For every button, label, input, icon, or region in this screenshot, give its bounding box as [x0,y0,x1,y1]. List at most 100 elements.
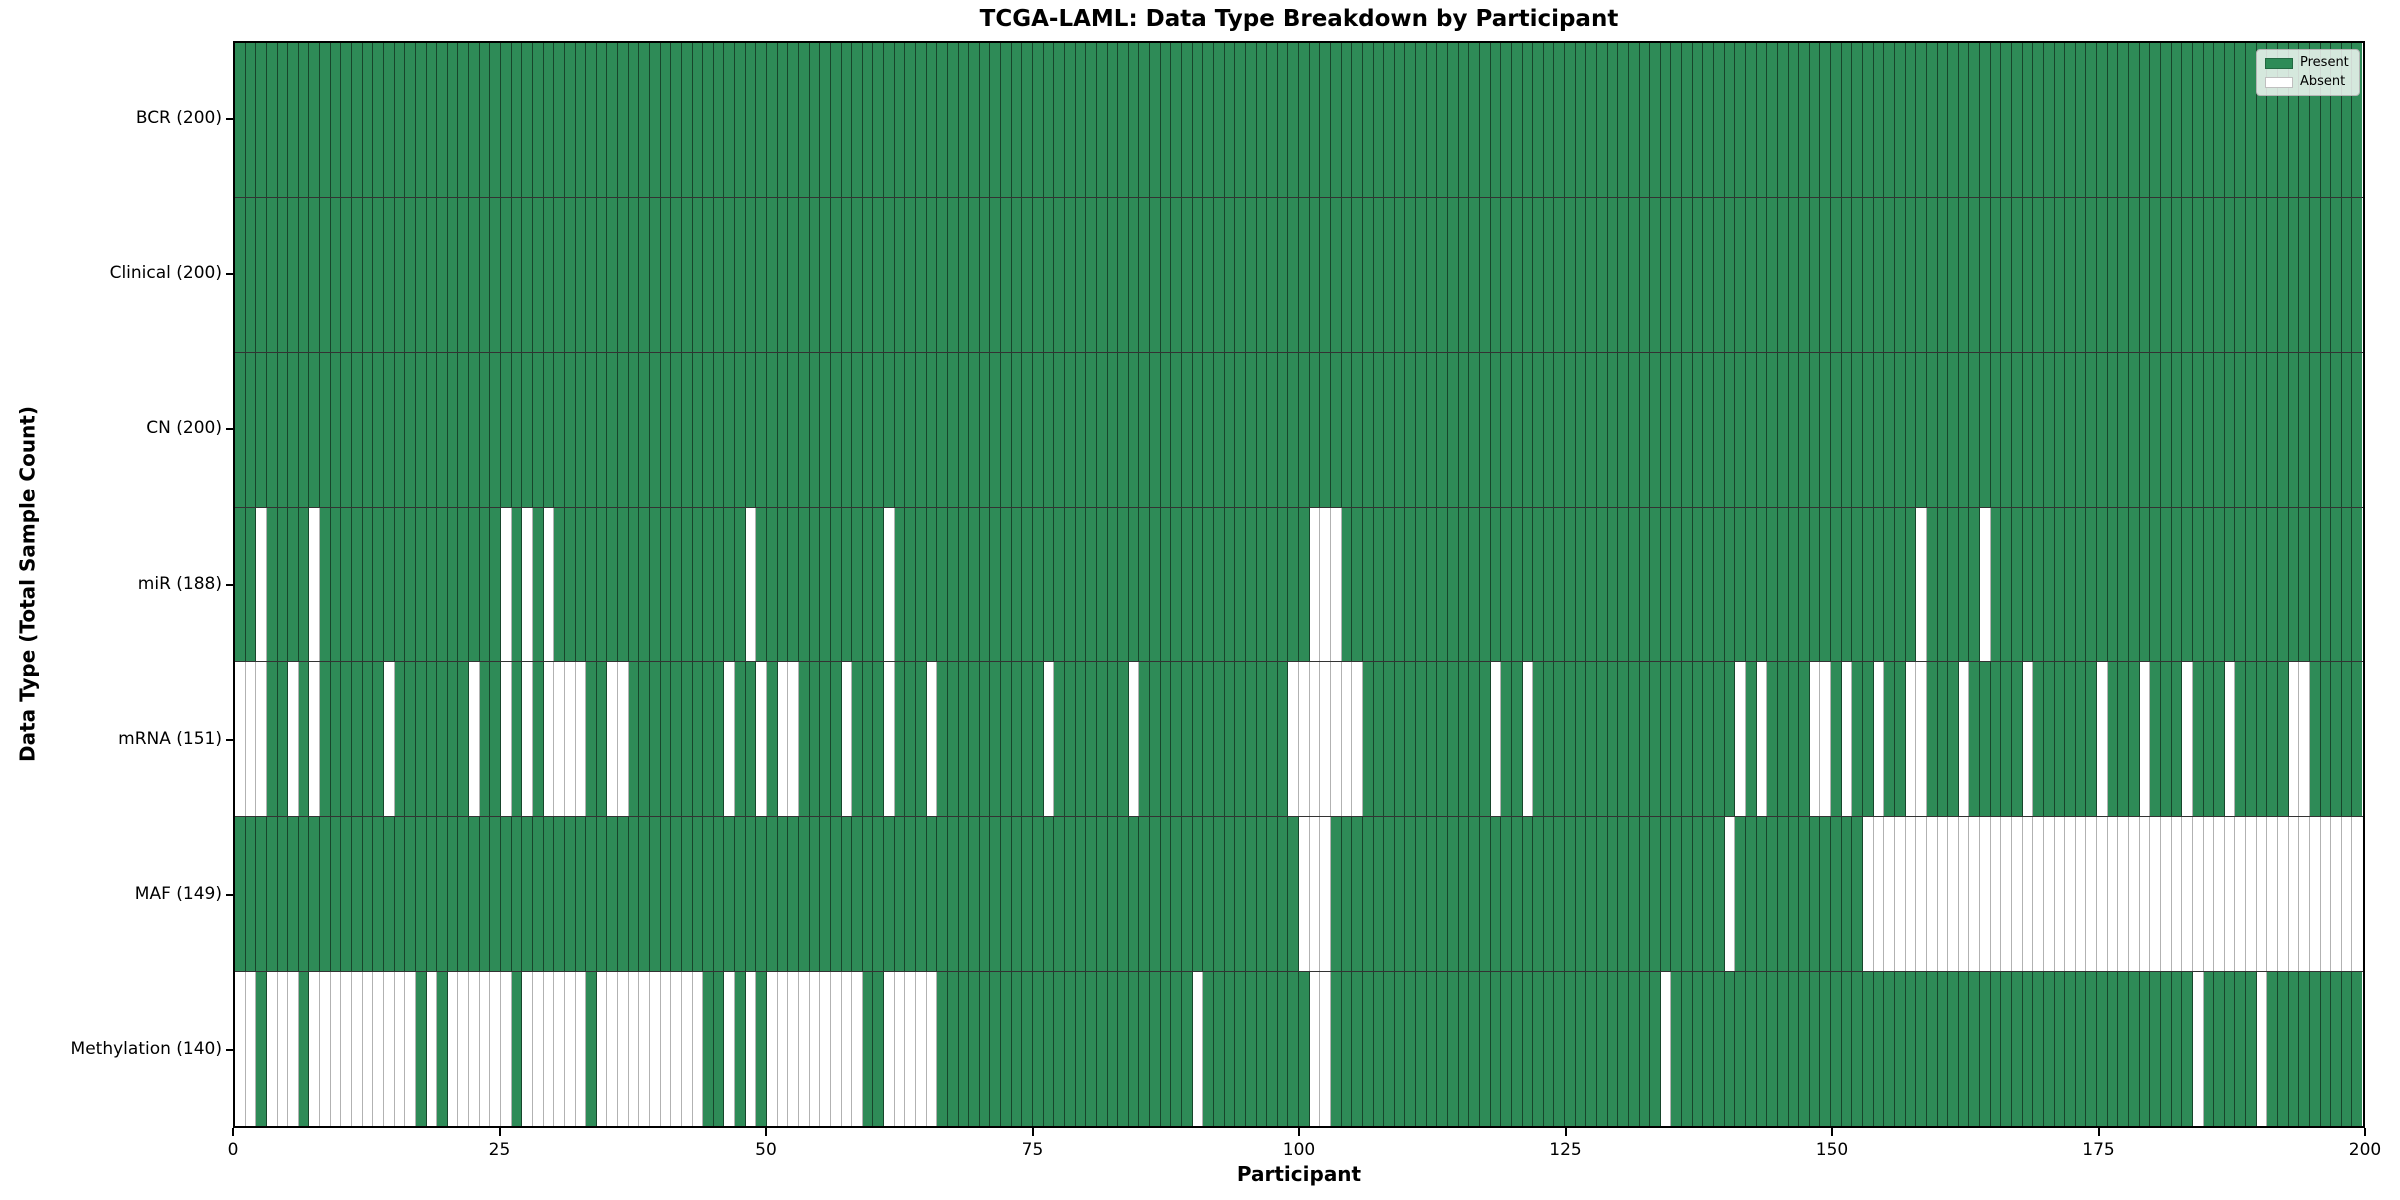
heatmap-cell [1128,507,1140,662]
heatmap-cell [383,972,395,1127]
y-tick-label: Methylation (140) [70,1039,222,1060]
heatmap-cell [2075,43,2087,197]
heatmap-cell [1033,352,1044,507]
heatmap-cell [564,817,576,972]
heatmap-cell [437,197,448,352]
heatmap-cell [362,352,374,507]
heatmap-cell [1863,817,1874,972]
heatmap-cell [862,197,874,352]
heatmap-cell [1724,817,1736,972]
heatmap-cell [1820,662,1832,817]
heatmap-cell [947,197,959,352]
heatmap-cell [1096,197,1108,352]
heatmap-cell [2192,197,2204,352]
heatmap-cell [554,43,565,197]
heatmap-row-mrna [235,662,2363,818]
heatmap-cell [1852,817,1864,972]
heatmap-cell [1660,662,1672,817]
heatmap-cell [447,197,459,352]
heatmap-cell [852,352,863,507]
heatmap-cell [309,662,321,817]
heatmap-cell [1362,507,1374,662]
heatmap-cell [969,43,980,197]
heatmap-cell [2065,972,2076,1127]
heatmap-cell [1735,197,1746,352]
heatmap-cell [1894,817,1906,972]
heatmap-cell [1831,507,1842,662]
heatmap-cell [575,197,587,352]
heatmap-cell [1022,817,1034,972]
heatmap-cell [1522,817,1534,972]
heatmap-cell [2214,352,2225,507]
heatmap-cell [1448,43,1459,197]
heatmap-cell [958,507,970,662]
heatmap-cell [352,352,363,507]
heatmap-cell [1011,507,1023,662]
heatmap-cell [2043,43,2055,197]
heatmap-cell [2171,662,2183,817]
heatmap-cell [618,507,629,662]
heatmap-cell [2139,43,2151,197]
heatmap-cell [2054,507,2066,662]
heatmap-cell [1735,662,1746,817]
heatmap-cell [1575,662,1587,817]
heatmap-cell [1405,507,1417,662]
heatmap-cell [2118,507,2130,662]
heatmap-cell [1841,662,1853,817]
heatmap-cell [1458,507,1470,662]
heatmap-cell [1033,507,1044,662]
heatmap-cell [1628,972,1640,1127]
heatmap-cell [1767,352,1778,507]
heatmap-cell [373,972,384,1127]
heatmap-cell [745,662,757,817]
heatmap-cell [288,43,299,197]
heatmap-row-mir [235,507,2363,663]
heatmap-cell [979,972,991,1127]
heatmap-cell [1490,507,1502,662]
heatmap-cell [394,197,406,352]
heatmap-cell [1309,352,1321,507]
heatmap-cell [2033,43,2044,197]
heatmap-cell [1171,662,1183,817]
heatmap-cell [990,43,1002,197]
heatmap-cell [2203,43,2215,197]
heatmap-cell [266,352,278,507]
heatmap-cell [916,972,927,1127]
heatmap-cell [1107,972,1119,1127]
heatmap-cell [586,507,597,662]
heatmap-cell [1628,43,1640,197]
heatmap-cell [1916,817,1927,972]
heatmap-cell [1043,43,1055,197]
heatmap-cell [628,43,640,197]
heatmap-cell [1479,817,1491,972]
heatmap-cell [788,197,799,352]
heatmap-cell [1203,972,1214,1127]
heatmap-cell [947,817,959,972]
heatmap-cell [1235,43,1246,197]
heatmap-cell [2309,507,2321,662]
legend: Present Absent [2256,49,2360,96]
heatmap-cell [543,662,555,817]
legend-label-absent: Absent [2300,74,2346,89]
heatmap-cell [1884,662,1895,817]
heatmap-cell [2097,507,2108,662]
heatmap-cell [532,352,544,507]
heatmap-cell [2214,817,2225,972]
heatmap-cell [639,43,650,197]
heatmap-cell [1309,43,1321,197]
heatmap-cell [2107,197,2119,352]
heatmap-cell [1086,197,1097,352]
heatmap-cell [873,972,885,1127]
heatmap-cell [2214,972,2225,1127]
heatmap-cell [2256,352,2268,507]
heatmap-cell [1735,507,1746,662]
heatmap-cell [1628,507,1640,662]
heatmap-cell [1692,817,1704,972]
heatmap-cell [469,507,480,662]
heatmap-cell [1905,817,1917,972]
heatmap-cell [1937,352,1949,507]
heatmap-cell [1714,352,1725,507]
heatmap-cell [2331,352,2342,507]
heatmap-cell [256,662,267,817]
heatmap-cell [1405,972,1417,1127]
